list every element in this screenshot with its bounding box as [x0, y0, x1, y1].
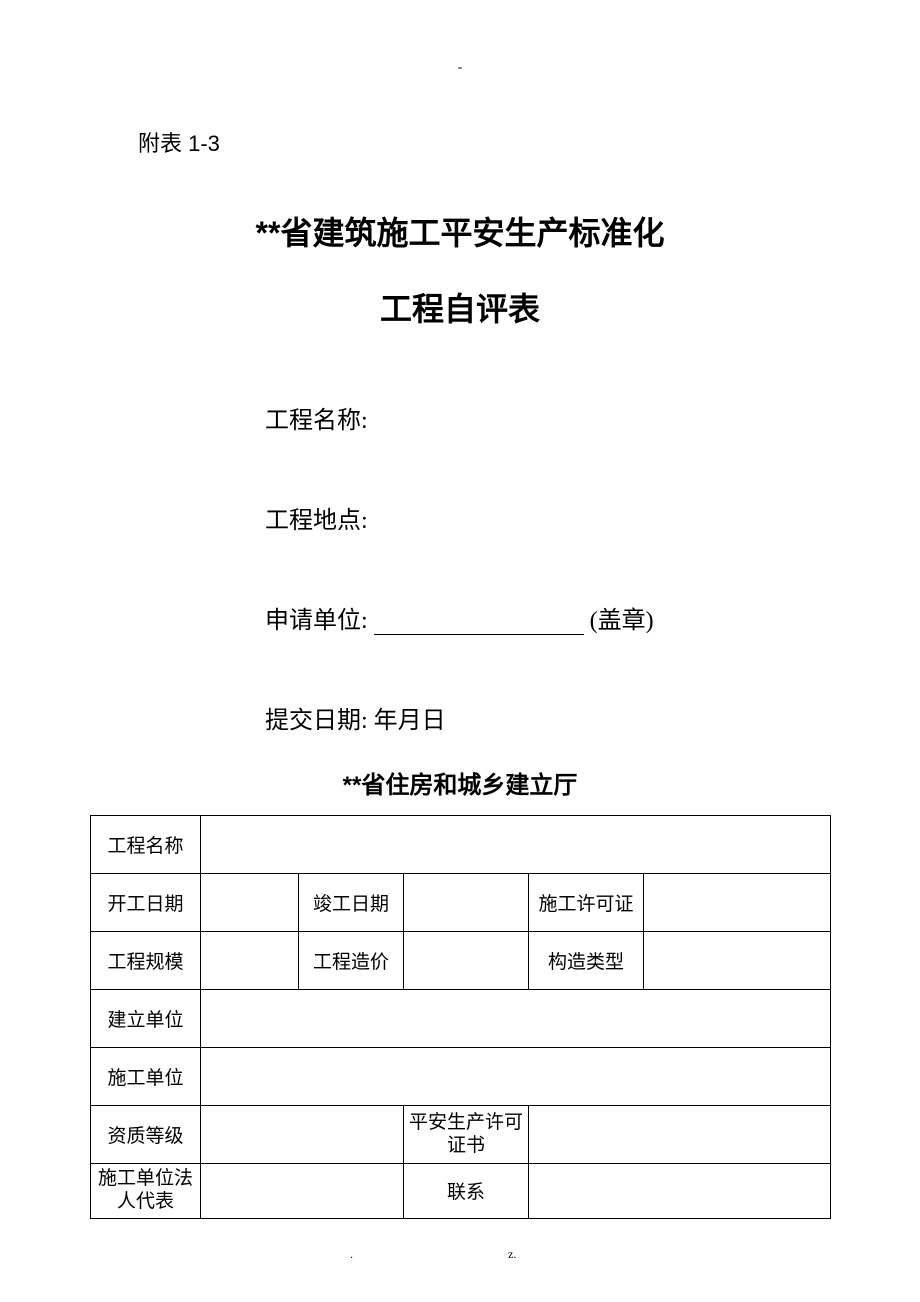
submit-date-value: 年月日 [374, 708, 446, 734]
cell-safety-cert-label: 平安生产许可证书 [404, 1106, 529, 1164]
applicant-label: 申请单位: [265, 608, 368, 634]
project-name-label: 工程名称: [265, 408, 368, 434]
cell-qualification-value [201, 1106, 404, 1164]
form-applicant: 申请单位: (盖章) [265, 600, 830, 635]
cell-cost-label: 工程造价 [299, 932, 404, 990]
top-mark: - [90, 60, 830, 76]
project-location-label: 工程地点: [265, 508, 368, 534]
authority-name: **省住房和城乡建立厅 [90, 765, 830, 800]
footer-marks: . z. [0, 1247, 920, 1262]
attachment-label: 附表 1-3 [138, 126, 830, 158]
info-table: 工程名称 开工日期 竣工日期 施工许可证 工程规模 工程造价 构造类型 建立单位… [90, 815, 831, 1219]
table-row: 施工单位 [91, 1048, 831, 1106]
cell-safety-cert-value [529, 1106, 831, 1164]
cell-start-date-label: 开工日期 [91, 874, 201, 932]
table-row: 资质等级 平安生产许可证书 [91, 1106, 831, 1164]
cell-build-unit-label: 建立单位 [91, 990, 201, 1048]
cell-permit-label: 施工许可证 [529, 874, 644, 932]
cell-end-date-label: 竣工日期 [299, 874, 404, 932]
form-project-name: 工程名称: [265, 400, 830, 435]
table-row: 建立单位 [91, 990, 831, 1048]
cell-end-date-value [404, 874, 529, 932]
table-row: 工程名称 [91, 816, 831, 874]
seal-text: (盖章) [590, 608, 654, 634]
form-project-location: 工程地点: [265, 500, 830, 535]
main-title-line2: 工程自评表 [90, 284, 830, 330]
cell-cost-value [404, 932, 529, 990]
cell-scale-value [201, 932, 299, 990]
cell-scale-label: 工程规模 [91, 932, 201, 990]
cell-qualification-label: 资质等级 [91, 1106, 201, 1164]
footer-mark-left: . [350, 1247, 353, 1262]
cell-contact-label: 联系 [404, 1164, 529, 1219]
cell-start-date-value [201, 874, 299, 932]
table-row: 开工日期 竣工日期 施工许可证 [91, 874, 831, 932]
footer-mark-right: z. [508, 1247, 516, 1262]
cell-permit-value [644, 874, 831, 932]
cell-build-unit-value [201, 990, 831, 1048]
table-row: 施工单位法人代表 联系 [91, 1164, 831, 1219]
document-page: - 附表 1-3 **省建筑施工平安生产标准化 工程自评表 工程名称: 工程地点… [0, 0, 920, 1259]
cell-project-name-label: 工程名称 [91, 816, 201, 874]
cell-project-name-value [201, 816, 831, 874]
cell-structure-label: 构造类型 [529, 932, 644, 990]
cell-legal-rep-value [201, 1164, 404, 1219]
cell-structure-value [644, 932, 831, 990]
table-row: 工程规模 工程造价 构造类型 [91, 932, 831, 990]
submit-date-label: 提交日期: [265, 708, 368, 734]
cell-contact-value [529, 1164, 831, 1219]
cell-legal-rep-label: 施工单位法人代表 [91, 1164, 201, 1219]
cell-construct-unit-label: 施工单位 [91, 1048, 201, 1106]
main-title-line1: **省建筑施工平安生产标准化 [90, 208, 830, 254]
cell-construct-unit-value [201, 1048, 831, 1106]
applicant-underline [374, 611, 584, 635]
form-submit-date: 提交日期: 年月日 [265, 700, 830, 735]
